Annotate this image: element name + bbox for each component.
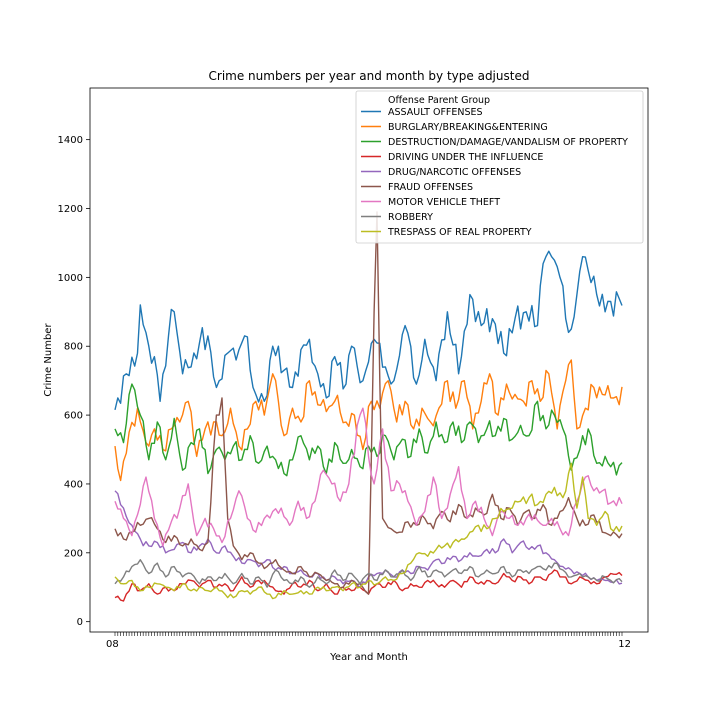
y-tick-label: 1200 bbox=[58, 204, 83, 215]
axes-frame bbox=[89, 87, 649, 633]
legend-label-2: DESTRUCTION/DAMAGE/VANDALISM OF PROPERTY bbox=[388, 137, 628, 148]
series-line-8 bbox=[114, 462, 623, 600]
legend-label-6: MOTOR VEHICLE THEFT bbox=[388, 197, 500, 208]
chart-title: Crime numbers per year and month by type… bbox=[209, 69, 530, 83]
y-tick-label: 0 bbox=[77, 617, 83, 628]
legend-label-1: BURGLARY/BREAKING&ENTERING bbox=[388, 122, 548, 133]
series-line-7 bbox=[114, 559, 623, 588]
y-tick-label: 1400 bbox=[58, 135, 83, 146]
y-tick-label: 200 bbox=[64, 548, 83, 559]
legend-label-7: ROBBERY bbox=[388, 212, 433, 223]
legend-label-0: ASSAULT OFFENSES bbox=[388, 107, 483, 118]
series-line-1 bbox=[114, 359, 623, 482]
series-line-0 bbox=[114, 250, 623, 411]
legend: Offense Parent Group ASSAULT OFFENSES BUR… bbox=[355, 90, 644, 244]
x-tick-label-first: 08 bbox=[106, 639, 119, 650]
legend-label-4: DRUG/NARCOTIC OFFENSES bbox=[388, 167, 521, 178]
y-tick-label: 600 bbox=[64, 411, 83, 422]
series-line-2 bbox=[114, 383, 623, 477]
x-tick-label-last: 12 bbox=[618, 639, 631, 650]
y-tick-label: 1000 bbox=[58, 273, 83, 284]
y-tick-label: 800 bbox=[64, 342, 83, 353]
axes: 0 200 400 600 800 1000 1200 1400 08 12 bbox=[58, 135, 631, 650]
series-line-5 bbox=[114, 211, 623, 595]
legend-title: Offense Parent Group bbox=[388, 95, 490, 106]
legend-label-8: TRESPASS OF REAL PROPERTY bbox=[387, 227, 532, 238]
legend-label-3: DRIVING UNDER THE INFLUENCE bbox=[388, 152, 543, 163]
legend-label-5: FRAUD OFFENSES bbox=[388, 182, 473, 193]
legend-box bbox=[355, 90, 644, 244]
series-line-6 bbox=[114, 407, 623, 547]
x-axis-label: Year and Month bbox=[329, 652, 408, 663]
plot-area bbox=[114, 211, 623, 602]
y-tick-label: 400 bbox=[64, 479, 83, 490]
y-axis-label: Crime Number bbox=[43, 323, 54, 397]
